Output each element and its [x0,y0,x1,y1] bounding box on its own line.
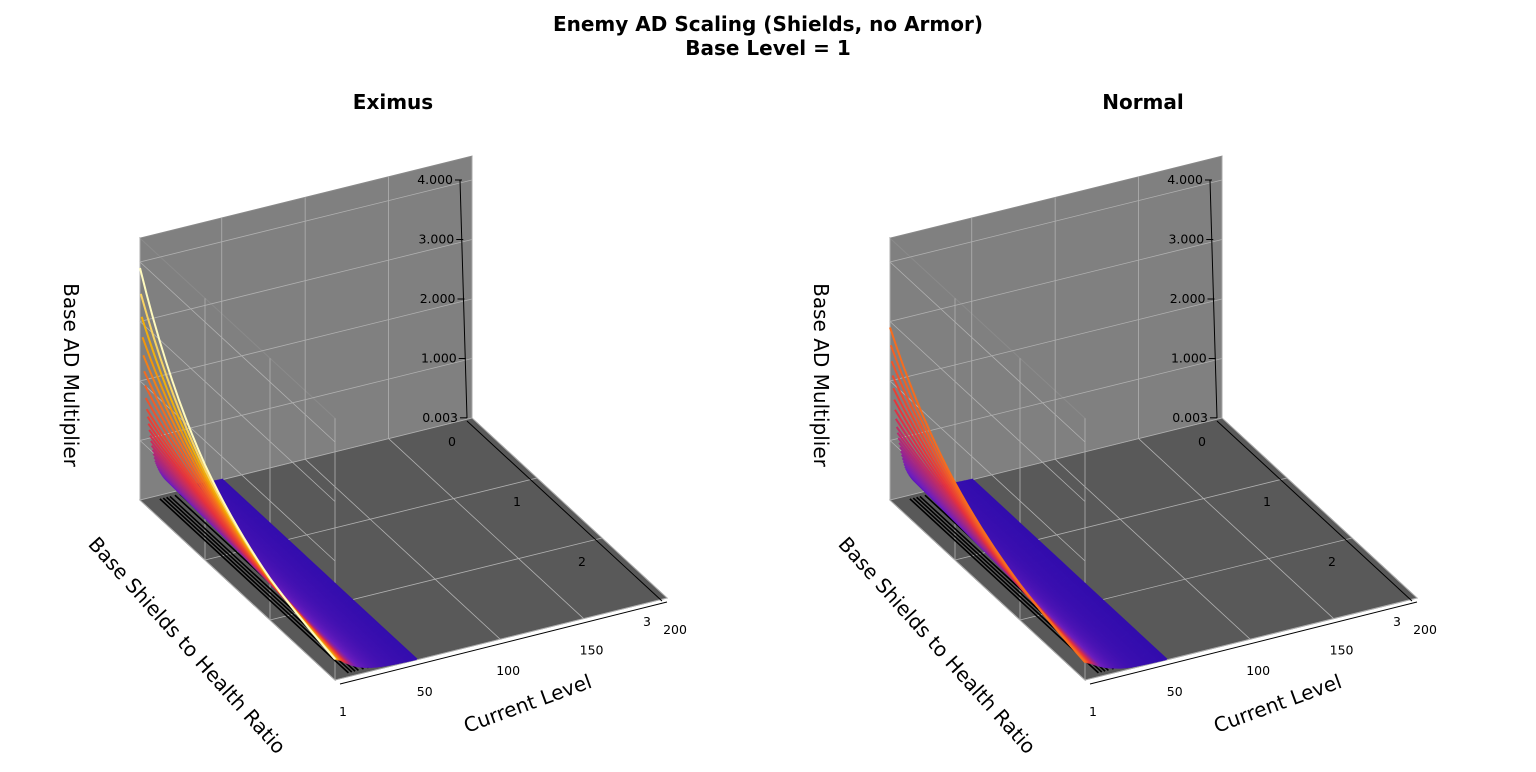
x-axis-label: Current Level [1210,669,1344,737]
y-tick-label: 1 [1263,494,1271,509]
z-tick-label: 1.000 [1171,351,1207,366]
z-tick-label: 4.000 [1167,172,1203,187]
panel-eximus: 0.0031.0002.0003.0004.000012315010015020… [59,90,687,759]
contour-line [159,498,349,674]
z-tick-label: 3.000 [418,232,454,247]
x-axis [339,601,668,685]
gridline [139,298,473,562]
gridline [139,238,473,501]
y-tick-label: 1 [513,494,521,509]
x-axis-label: Current Level [460,669,594,737]
z-tick-label: 0.003 [1172,410,1208,425]
x-tick-label: 150 [580,643,604,658]
contour-line [909,498,1099,674]
chart-title: Enemy AD Scaling (Shields, no Armor) [553,12,983,36]
gridline [204,298,538,561]
y-axis [1216,420,1413,602]
gridline [1084,418,1418,681]
gridline [889,238,1223,501]
y-tick-label: 3 [1393,614,1401,629]
gridline [954,298,1288,561]
z-tick-label: 4.000 [417,172,453,187]
y-tick-label: 0 [448,434,456,449]
surface-line [889,327,1086,663]
gridline [334,418,668,681]
gridline [269,358,603,621]
z-axis-label: Base AD Multiplier [59,283,83,467]
panel-normal: 0.0031.0002.0003.0004.000012315010015020… [809,90,1437,759]
y-tick-label: 2 [1328,554,1336,569]
chart-subtitle: Base Level = 1 [685,36,851,60]
x-tick-label: 50 [1167,684,1183,699]
z-axis-label: Base AD Multiplier [809,283,833,467]
gridline [139,239,473,502]
x-tick-label: 50 [417,684,433,699]
z-tick-label: 0.003 [422,410,458,425]
gridline [139,179,473,443]
gridline [889,298,1223,562]
x-tick-label: 150 [1330,643,1354,658]
surface-line [139,267,336,660]
z-tick-label: 2.000 [420,291,456,306]
y-tick-label: 0 [1198,434,1206,449]
y-axis [466,420,663,602]
gridline [1019,358,1353,621]
z-tick-label: 2.000 [1170,291,1206,306]
gridline [889,179,1223,443]
gridline [889,239,1223,502]
panel-title: Eximus [353,90,433,114]
z-tick-label: 3.000 [1168,232,1204,247]
y-tick-label: 2 [578,554,586,569]
x-tick-label: 200 [663,622,687,637]
x-tick-label: 200 [1413,622,1437,637]
z-tick-label: 1.000 [421,351,457,366]
x-tick-label: 100 [496,663,520,678]
y-tick-label: 3 [643,614,651,629]
x-tick-label: 1 [339,704,347,719]
x-tick-label: 1 [1089,704,1097,719]
panel-title: Normal [1102,90,1184,114]
x-axis [1089,601,1418,685]
x-tick-label: 100 [1246,663,1270,678]
